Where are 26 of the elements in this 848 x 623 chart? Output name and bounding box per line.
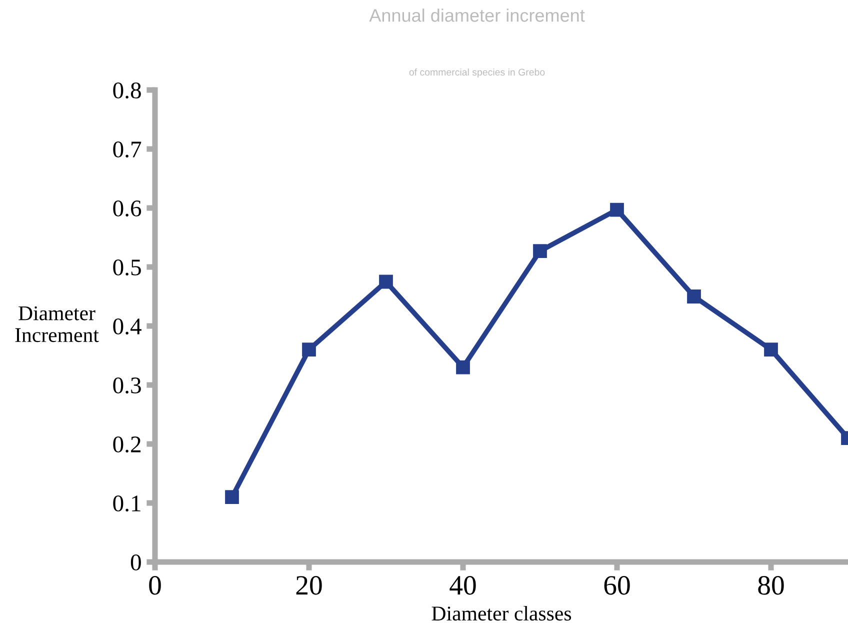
point	[379, 274, 393, 289]
point	[456, 360, 470, 374]
y-tick-label: 0.3	[113, 377, 141, 394]
y-tick-label: 0.6	[113, 200, 142, 217]
x-axis-title: Diameter classes	[432, 606, 572, 621]
point	[302, 342, 316, 357]
y-tick-label: 0.4	[113, 318, 142, 335]
point	[610, 202, 624, 217]
x-tick-label: 40	[450, 576, 476, 595]
y-tick-label: 0.5	[113, 259, 141, 276]
point	[533, 244, 547, 258]
y-axis-title: Diameter Increment	[15, 306, 99, 342]
x-tick-label: 0	[149, 576, 161, 595]
y-tick-label: 0	[130, 554, 141, 570]
x-tick-label: 80	[758, 576, 784, 595]
x-tick-label: 20	[296, 576, 322, 595]
y-tick-label: 0.2	[113, 436, 141, 453]
x-tick-label: 60	[604, 576, 630, 595]
chart-subtitle: of commercial species in Grebo	[409, 68, 545, 78]
y-tick-label: 0.7	[113, 141, 142, 158]
chart-title: Annual diameter increment	[369, 8, 585, 22]
y-tick-label: 0.8	[113, 82, 141, 99]
y-tick-label: 0.1	[113, 495, 140, 512]
point	[687, 290, 701, 304]
point	[764, 342, 778, 357]
point	[225, 490, 239, 504]
